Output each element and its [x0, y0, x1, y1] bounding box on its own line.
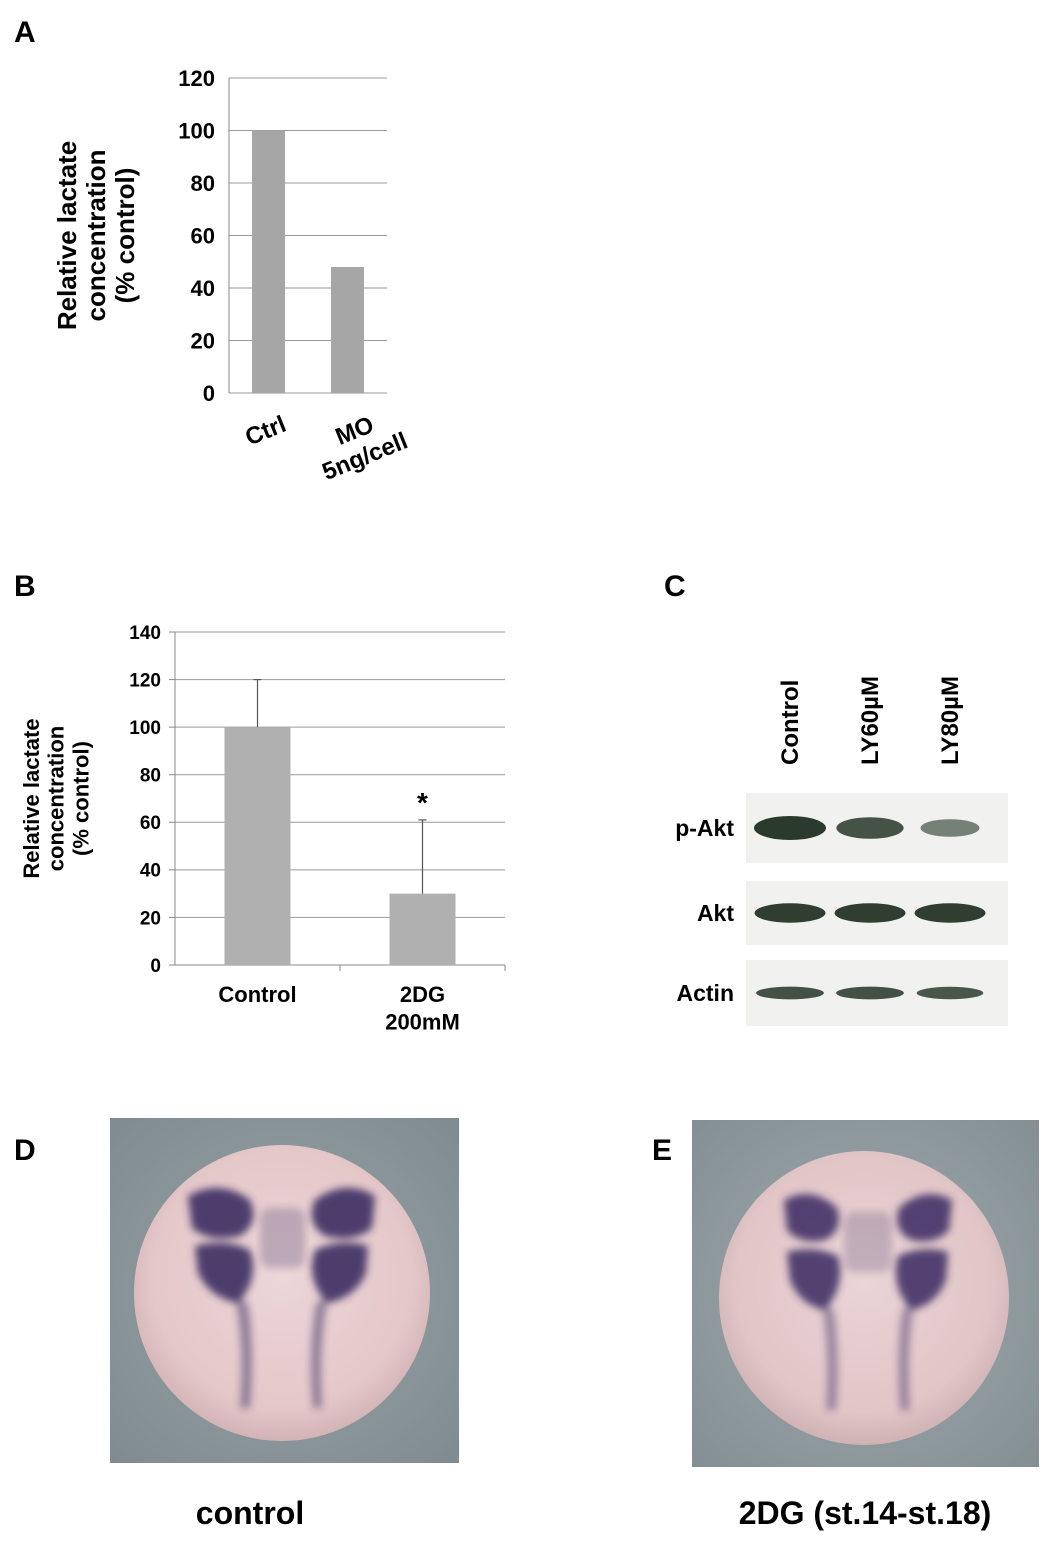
- panel-label-e: E: [652, 1134, 673, 1167]
- embryo-image-2dg: [692, 1120, 1039, 1467]
- blot-band: [754, 816, 826, 840]
- blot-band: [920, 819, 980, 837]
- y-tick-label: 80: [140, 766, 161, 787]
- y-tick-label: 0: [150, 956, 161, 977]
- x-category-label-line: Ctrl: [241, 411, 289, 452]
- x-category-label: 2DG: [400, 982, 445, 1007]
- y-tick-label: 120: [178, 66, 215, 91]
- y-tick-label: 20: [140, 908, 161, 929]
- western-blot: Control LY60µM LY80µM p-Akt Akt Actin: [675, 676, 1008, 1026]
- caption-2dg: 2DG (st.14-st.18): [738, 1495, 992, 1531]
- x-category-label: Control: [218, 982, 296, 1007]
- y-tick-label: 120: [129, 670, 161, 691]
- y-axis-label-line: Relative lactate: [52, 141, 82, 330]
- lane-label: Control: [777, 680, 804, 765]
- significance-marker: *: [417, 787, 428, 818]
- x-category-label: Ctrl: [241, 411, 289, 452]
- blot-band: [834, 903, 906, 923]
- bar: [331, 267, 364, 393]
- caption-control: control: [195, 1495, 305, 1531]
- chart-b: 0 20 40 60 80 100 120 140 Control * 2DG 200mM Relati…: [19, 623, 506, 1035]
- y-tick-label: 40: [140, 861, 161, 882]
- blot-band: [836, 817, 904, 839]
- y-tick-label: 40: [191, 276, 215, 301]
- panel-label-b: B: [14, 570, 36, 603]
- y-axis-label: Relative lactate concentration (% control): [52, 141, 140, 330]
- blot-band: [836, 986, 904, 1000]
- embryo-image-control: [110, 1118, 459, 1463]
- x-category-label: 200mM: [385, 1010, 460, 1035]
- lane-label: LY80µM: [937, 676, 964, 765]
- bar: [224, 727, 291, 965]
- blot-band: [756, 986, 824, 1000]
- y-tick-label: 80: [191, 171, 215, 196]
- blot-row-label: Actin: [677, 980, 735, 1006]
- bar: [252, 130, 285, 393]
- y-axis-label-line: Relative lactate: [19, 718, 44, 878]
- y-axis-label-line: (% control): [110, 168, 140, 304]
- blot-band: [754, 903, 826, 923]
- panel-label-c: C: [664, 570, 686, 603]
- panel-label-d: D: [14, 1134, 36, 1167]
- blot-row-label: Akt: [697, 900, 734, 926]
- panel-label-a: A: [14, 16, 36, 49]
- y-axis-label-line: (% control): [68, 741, 93, 856]
- y-tick-label: 60: [191, 223, 215, 248]
- y-axis-label-line: concentration: [44, 726, 69, 871]
- y-tick-label: 100: [129, 718, 161, 739]
- bar: [389, 893, 456, 965]
- blot-row-label: p-Akt: [675, 815, 734, 841]
- y-tick-label: 60: [140, 813, 161, 834]
- y-tick-label: 20: [191, 328, 215, 353]
- y-axis-label-line: concentration: [81, 150, 111, 322]
- blot-band: [916, 986, 984, 1000]
- blot-band: [914, 903, 986, 923]
- y-tick-label: 140: [129, 623, 161, 644]
- y-axis-label: Relative lactate concentration (% control): [19, 718, 93, 878]
- lane-label: LY60µM: [857, 676, 884, 765]
- y-tick-label: 0: [203, 381, 215, 406]
- y-tick-label: 100: [178, 118, 215, 143]
